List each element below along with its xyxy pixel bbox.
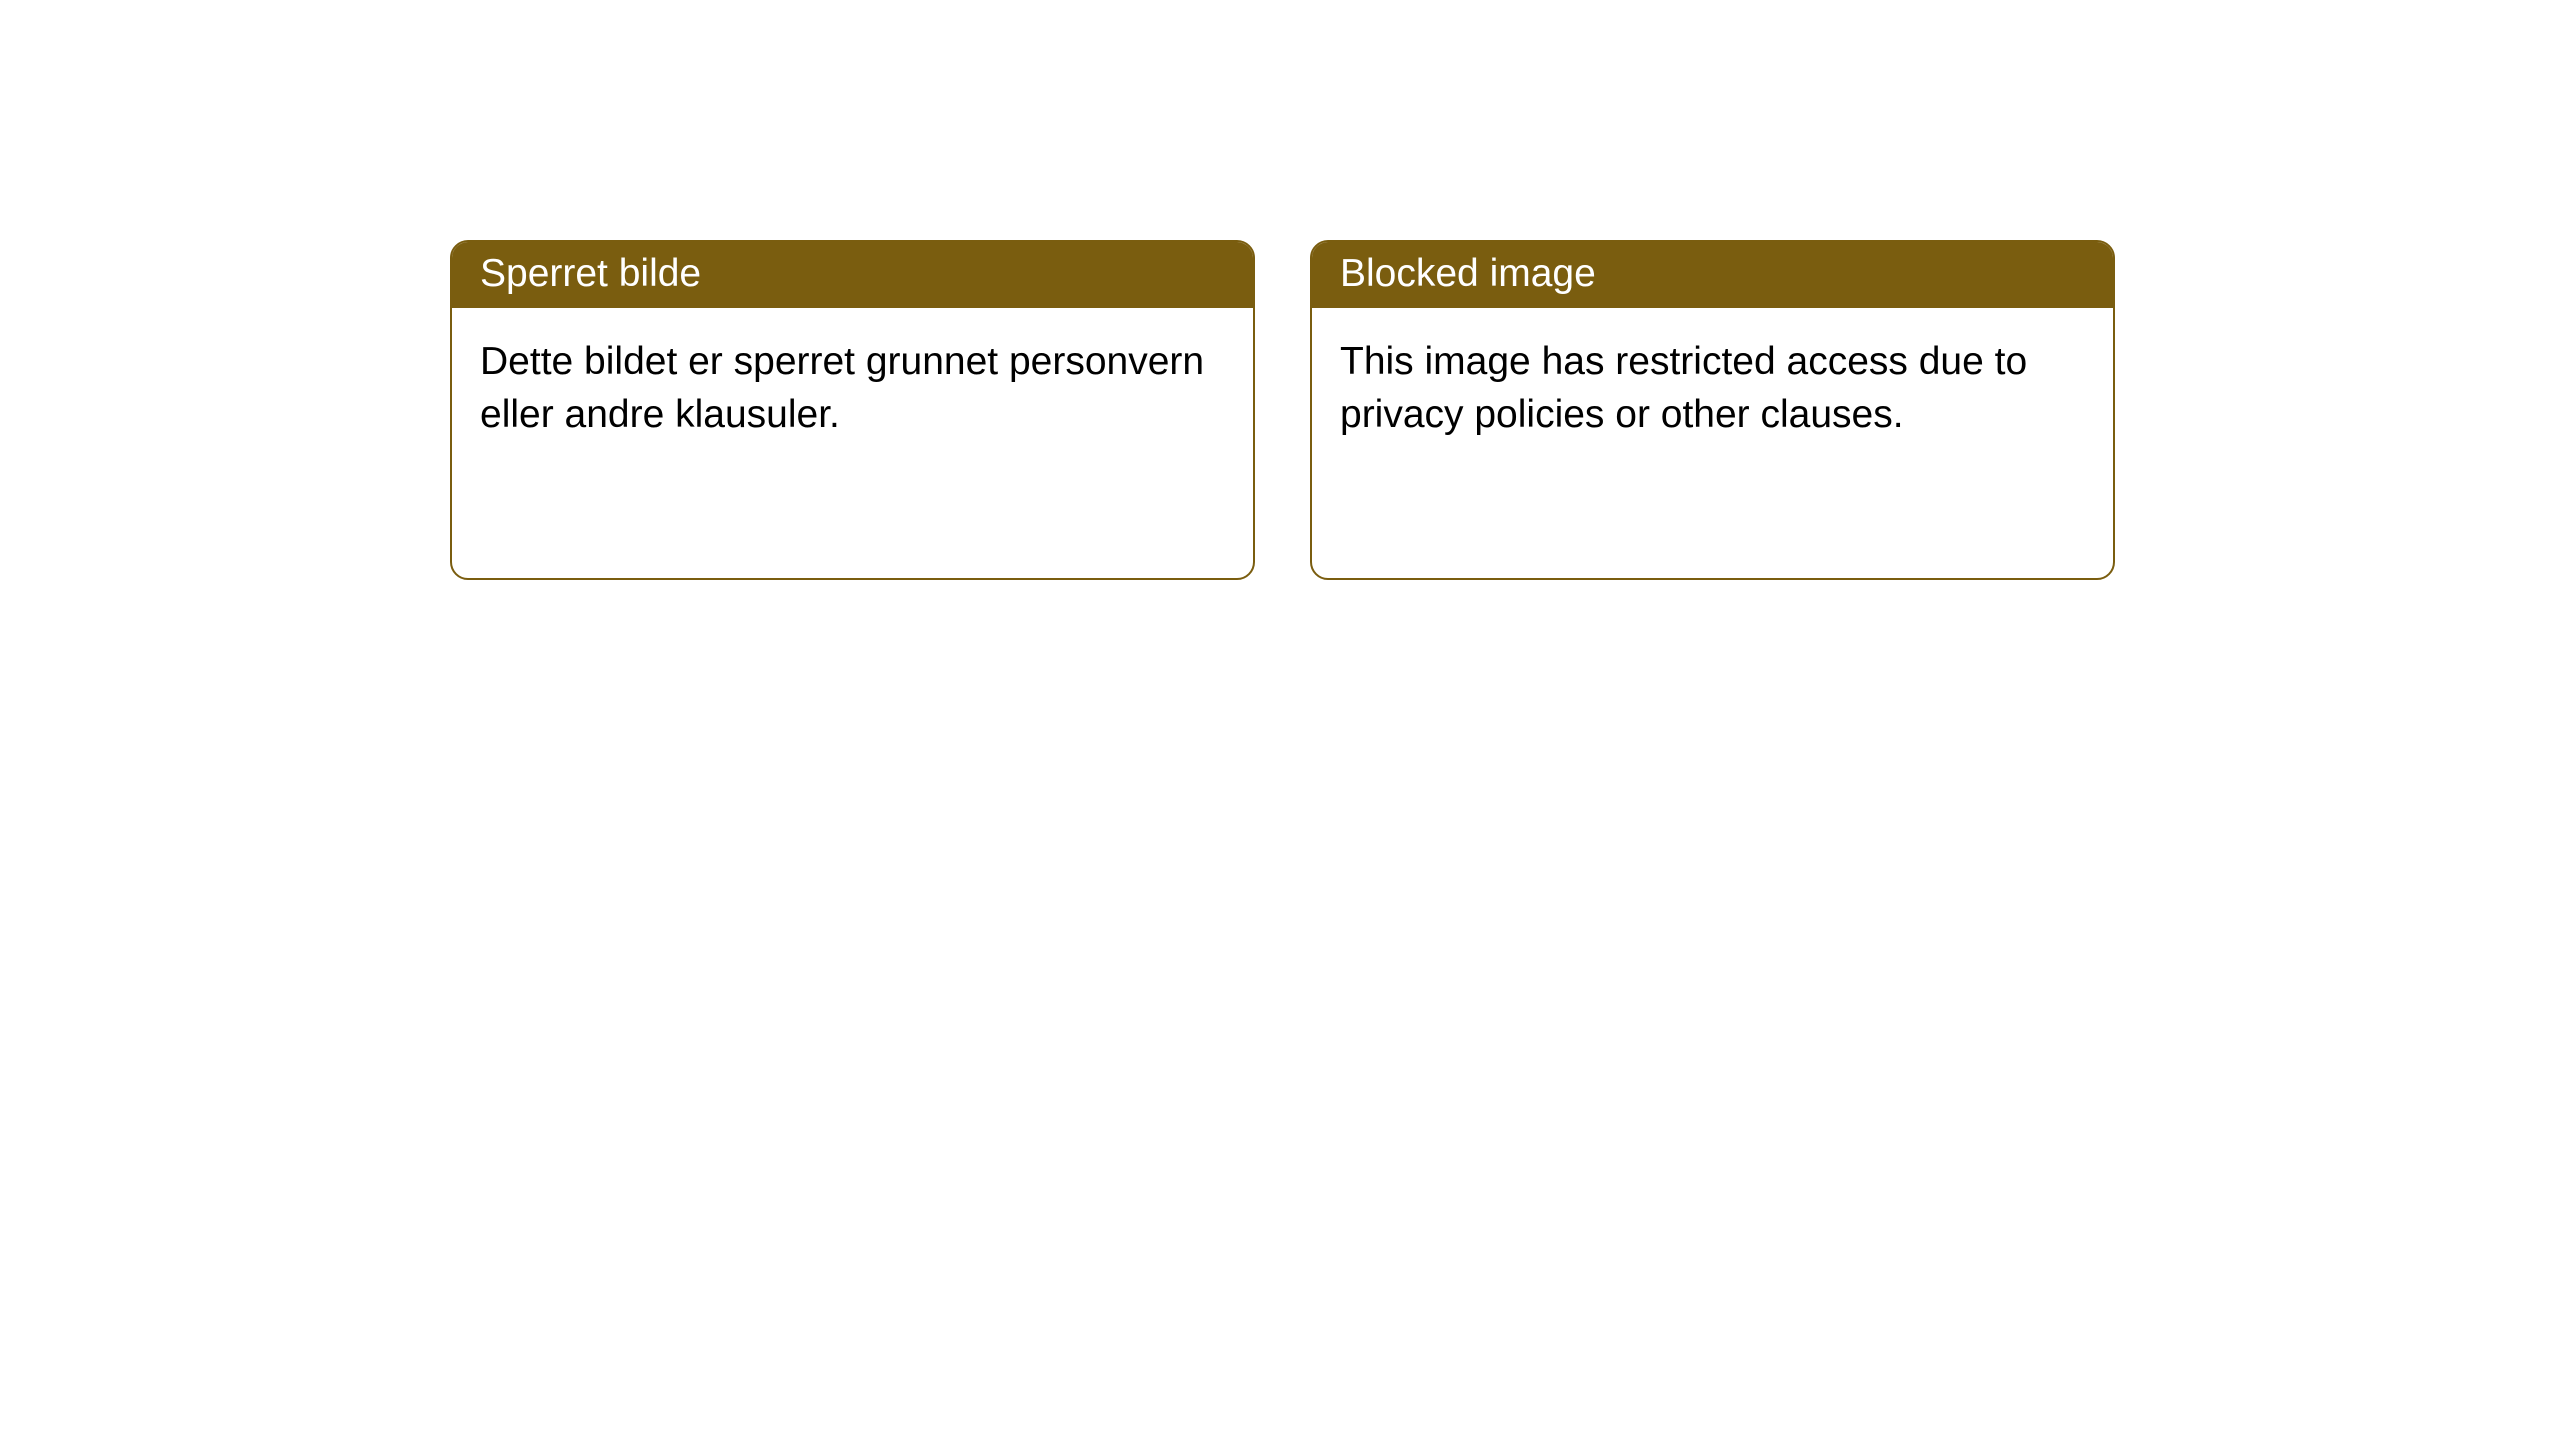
- notice-title: Blocked image: [1340, 252, 1596, 295]
- notice-title: Sperret bilde: [480, 252, 701, 295]
- notice-container: Sperret bilde Dette bildet er sperret gr…: [0, 0, 2560, 580]
- notice-box-norwegian: Sperret bilde Dette bildet er sperret gr…: [450, 240, 1255, 580]
- notice-header: Sperret bilde: [452, 242, 1253, 308]
- notice-message: Dette bildet er sperret grunnet personve…: [480, 340, 1204, 436]
- notice-body: Dette bildet er sperret grunnet personve…: [452, 308, 1253, 469]
- notice-message: This image has restricted access due to …: [1340, 340, 2027, 436]
- notice-box-english: Blocked image This image has restricted …: [1310, 240, 2115, 580]
- notice-body: This image has restricted access due to …: [1312, 308, 2113, 469]
- notice-header: Blocked image: [1312, 242, 2113, 308]
